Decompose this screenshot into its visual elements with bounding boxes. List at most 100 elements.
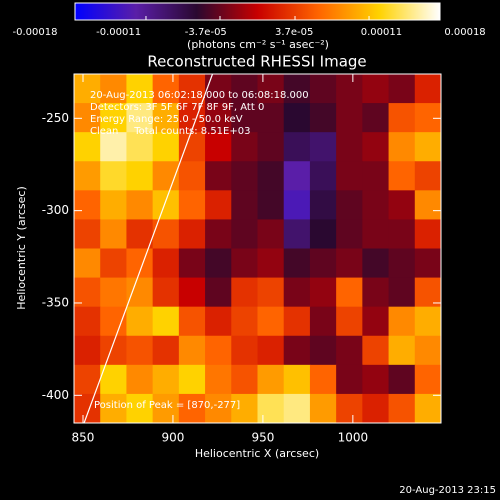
y-tick-label: -350 — [42, 295, 69, 309]
heatmap-cell — [414, 132, 442, 162]
heatmap-cell — [152, 393, 180, 424]
heatmap-cell — [336, 74, 363, 104]
y-axis-label: Heliocentric Y (arcsec) — [15, 186, 28, 310]
heatmap-cell — [100, 393, 127, 424]
heatmap-cell — [283, 248, 311, 279]
footer-timestamp: 20-Aug-2013 23:15 — [399, 485, 496, 496]
heatmap-cell — [100, 277, 127, 308]
heatmap-cell — [126, 393, 154, 424]
heatmap-cell — [257, 393, 285, 424]
heatmap-cell — [362, 277, 390, 308]
heatmap-cell — [231, 190, 258, 220]
heatmap-cell — [231, 219, 258, 249]
heatmap-cell — [126, 132, 154, 162]
heatmap-cell — [362, 219, 390, 249]
heatmap-cell — [309, 219, 337, 249]
heatmap-cell — [231, 132, 258, 162]
heatmap-cell — [362, 364, 390, 395]
heatmap-cell — [178, 335, 206, 366]
heatmap-cell — [178, 248, 206, 279]
heatmap-cell — [178, 74, 206, 104]
heatmap-cell — [205, 161, 232, 191]
heatmap-cell — [74, 161, 101, 191]
x-tick-label: 850 — [72, 431, 95, 445]
heatmap-cell — [336, 306, 363, 337]
colorbar-tick-label: 0.00018 — [444, 27, 485, 38]
heatmap-cell — [414, 190, 442, 220]
heatmap-cell — [283, 161, 311, 191]
heatmap-cell — [178, 393, 206, 424]
heatmap-cell — [336, 161, 363, 191]
heatmap-cell — [152, 306, 180, 337]
heatmap-cell — [205, 248, 232, 279]
heatmap-cell — [257, 190, 285, 220]
heatmap-cell — [309, 132, 337, 162]
colorbar-tick-label: 0.00011 — [361, 27, 402, 38]
x-tick-label: 950 — [251, 431, 274, 445]
heatmap-cell — [388, 103, 416, 133]
heatmap-cell — [178, 161, 206, 191]
heatmap-cell — [231, 74, 258, 104]
heatmap-cell — [74, 219, 101, 249]
heatmap-cell — [336, 393, 363, 424]
heatmap-cell — [309, 103, 337, 133]
heatmap-cell — [74, 248, 101, 279]
y-tick-label: -300 — [42, 203, 69, 217]
heatmap-cell — [362, 103, 390, 133]
heatmap-cell — [388, 219, 416, 249]
heatmap-cell — [414, 335, 442, 366]
heatmap-cell — [152, 364, 180, 395]
heatmap-cell — [126, 103, 154, 133]
heatmap-cell — [100, 335, 127, 366]
heatmap-cell — [257, 277, 285, 308]
heatmap-cell — [178, 306, 206, 337]
heatmap-cell — [362, 306, 390, 337]
heatmap-cell — [74, 393, 101, 424]
x-tick-label: 900 — [161, 431, 184, 445]
heatmap-cell — [283, 103, 311, 133]
heatmap-cell — [100, 190, 127, 220]
colorbar — [74, 2, 441, 21]
heatmap-cell — [257, 74, 285, 104]
heatmap-cell — [205, 306, 232, 337]
heatmap-cell — [178, 219, 206, 249]
heatmap-cell — [257, 219, 285, 249]
heatmap-cell — [336, 335, 363, 366]
heatmap-cell — [388, 335, 416, 366]
heatmap-cell — [74, 190, 101, 220]
heatmap-cell — [388, 364, 416, 395]
heatmap-cell — [388, 277, 416, 308]
heatmap-cell — [283, 364, 311, 395]
chart-title: Reconstructed RHESSI Image — [147, 53, 366, 71]
heatmap-cell — [414, 161, 442, 191]
heatmap-cell — [231, 161, 258, 191]
heatmap-cell — [126, 190, 154, 220]
heatmap-cell — [414, 364, 442, 395]
heatmap-cell — [336, 277, 363, 308]
heatmap-cell — [283, 306, 311, 337]
heatmap-cell — [309, 277, 337, 308]
heatmap-cell — [126, 306, 154, 337]
heatmap-cell — [231, 277, 258, 308]
heatmap-cell — [100, 74, 127, 104]
heatmap-cell — [178, 277, 206, 308]
heatmap-cell — [152, 74, 180, 104]
heatmap-cell — [126, 219, 154, 249]
heatmap-cell — [388, 161, 416, 191]
heatmap-cell — [362, 393, 390, 424]
colorbar-tick-label: 3.7e-05 — [275, 27, 313, 38]
colorbar-tick-label: -0.00018 — [13, 27, 58, 38]
heatmap-cell — [309, 335, 337, 366]
heatmap-cell — [152, 103, 180, 133]
heatmap-cell — [74, 74, 101, 104]
heatmap-cell — [126, 74, 154, 104]
heatmap-cell — [100, 132, 127, 162]
heatmap-cell — [388, 190, 416, 220]
heatmap-cell — [309, 74, 337, 104]
heatmap-cell — [362, 190, 390, 220]
heatmap-cell — [388, 132, 416, 162]
heatmap-cell — [388, 248, 416, 279]
peak-annotation: Position of Peak = [870,-277] — [94, 400, 240, 411]
heatmap-cell — [74, 277, 101, 308]
